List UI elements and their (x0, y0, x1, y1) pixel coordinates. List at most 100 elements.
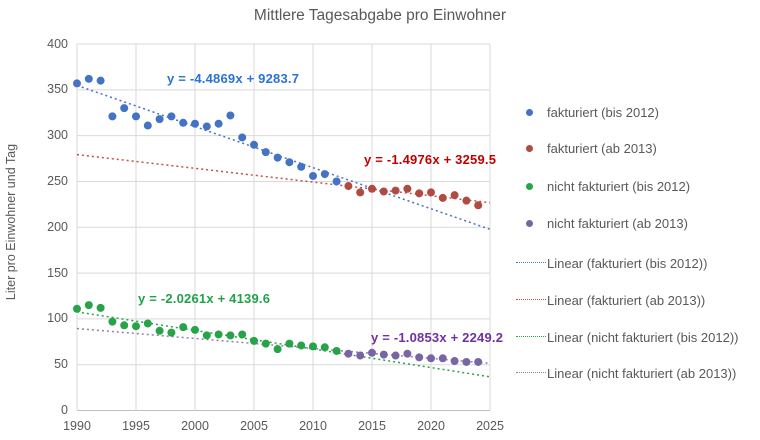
legend-dotted-line-icon (510, 254, 547, 272)
data-point (155, 115, 164, 124)
y-tick-label: 250 (47, 173, 68, 188)
data-point (191, 325, 199, 334)
trend-equation-fakturiert-bis-2012: y = -4.4869x + 9283.7 (167, 71, 300, 86)
legend-dotted-line-icon (510, 364, 547, 382)
x-tick-label: 2010 (299, 419, 327, 433)
data-point (415, 189, 424, 198)
x-tick-label: 2020 (417, 419, 445, 433)
trend-equation-nicht-fakturiert-ab-2013: y = -1.0853x + 2249.2 (371, 330, 504, 345)
data-point (261, 148, 270, 157)
y-tick-label: 350 (47, 82, 68, 97)
legend-item: Linear (nicht fakturiert (bis 2012)) (510, 328, 738, 346)
data-point (120, 321, 129, 330)
data-point (250, 140, 258, 149)
data-point (309, 171, 317, 180)
data-point (273, 345, 282, 354)
data-point (356, 351, 365, 360)
legend-item-label: nicht fakturiert (ab 2013) (547, 215, 688, 231)
legend-item-label: fakturiert (bis 2012) (547, 104, 659, 120)
data-point (356, 188, 365, 197)
trend-equation-nicht-fakturiert-bis-2012: y = -2.0261x + 4139.6 (138, 291, 271, 306)
legend-item-label: Linear (fakturiert (ab 2013)) (547, 292, 706, 308)
data-point (155, 326, 164, 335)
legend-item-label: fakturiert (ab 2013) (547, 140, 657, 156)
data-point (214, 330, 223, 339)
legend-item-label: nicht fakturiert (bis 2012) (547, 178, 691, 194)
data-point (450, 191, 459, 200)
x-tick-label: 1995 (122, 419, 150, 433)
data-point (238, 133, 247, 142)
data-point (226, 111, 235, 120)
y-tick-label: 300 (47, 128, 68, 143)
data-point (391, 351, 400, 360)
data-point (143, 319, 152, 328)
data-point (462, 357, 471, 366)
data-point (474, 201, 483, 210)
legend-item: Linear (nicht fakturiert (ab 2013)) (510, 364, 736, 382)
data-point (202, 122, 211, 131)
legend-item-label: Linear (nicht fakturiert (bis 2012)) (547, 329, 739, 345)
data-point (415, 353, 424, 362)
data-point (332, 346, 341, 355)
legend-item-label: Linear (fakturiert (bis 2012)) (547, 255, 708, 271)
data-point (73, 79, 81, 88)
data-point (167, 328, 176, 337)
data-point (261, 339, 270, 348)
x-tick-label: 2005 (240, 419, 268, 433)
legend-dot-marker-icon (510, 139, 547, 157)
data-point (238, 330, 247, 339)
legend-dot-marker-icon (510, 214, 547, 232)
data-point (132, 322, 140, 331)
legend-dotted-line-icon (510, 291, 547, 309)
y-tick-label: 0 (61, 403, 68, 417)
data-point (108, 317, 117, 326)
data-point (427, 354, 435, 363)
legend-dot-marker-icon (510, 177, 547, 195)
chart-legend: fakturiert (bis 2012) fakturiert (ab 2013… (510, 0, 758, 440)
data-point (332, 177, 341, 186)
data-point (132, 112, 140, 121)
legend-item: nicht fakturiert (ab 2013) (510, 214, 688, 232)
data-point (297, 341, 306, 350)
data-point (96, 303, 105, 312)
x-tick-label: 1990 (63, 419, 91, 433)
data-point (403, 349, 412, 358)
trend-equation-fakturiert-ab-2013: y = -1.4976x + 3259.5 (364, 152, 497, 167)
data-point (167, 112, 176, 121)
data-point (84, 301, 93, 310)
legend-item: Linear (fakturiert (ab 2013)) (510, 291, 705, 309)
y-tick-label: 50 (54, 357, 68, 372)
legend-item: fakturiert (bis 2012) (510, 103, 659, 121)
data-point (250, 336, 258, 345)
data-point (285, 339, 294, 348)
y-tick-label: 100 (47, 311, 68, 326)
y-tick-label: 400 (47, 36, 68, 51)
data-point (73, 304, 81, 313)
data-point (320, 343, 329, 352)
x-tick-label: 2015 (358, 419, 386, 433)
data-point (427, 188, 435, 197)
y-tick-label: 200 (47, 219, 68, 234)
data-point (214, 119, 223, 128)
data-point (84, 74, 93, 83)
legend-item: Linear (fakturiert (bis 2012)) (510, 254, 707, 272)
data-point (368, 184, 376, 193)
legend-dot-marker-icon (510, 103, 547, 121)
data-point (474, 357, 483, 366)
legend-item: fakturiert (ab 2013) (510, 139, 657, 157)
data-point (438, 354, 447, 363)
data-point (96, 76, 105, 85)
data-point (391, 186, 400, 195)
data-point (285, 158, 294, 167)
data-point (309, 342, 317, 351)
data-point (344, 349, 353, 358)
data-point (320, 170, 329, 179)
data-point (108, 112, 117, 121)
data-point (403, 184, 412, 193)
data-point (379, 350, 388, 359)
data-point (191, 119, 199, 128)
y-tick-label: 150 (47, 265, 68, 280)
data-point (120, 104, 129, 113)
data-point (344, 182, 353, 191)
